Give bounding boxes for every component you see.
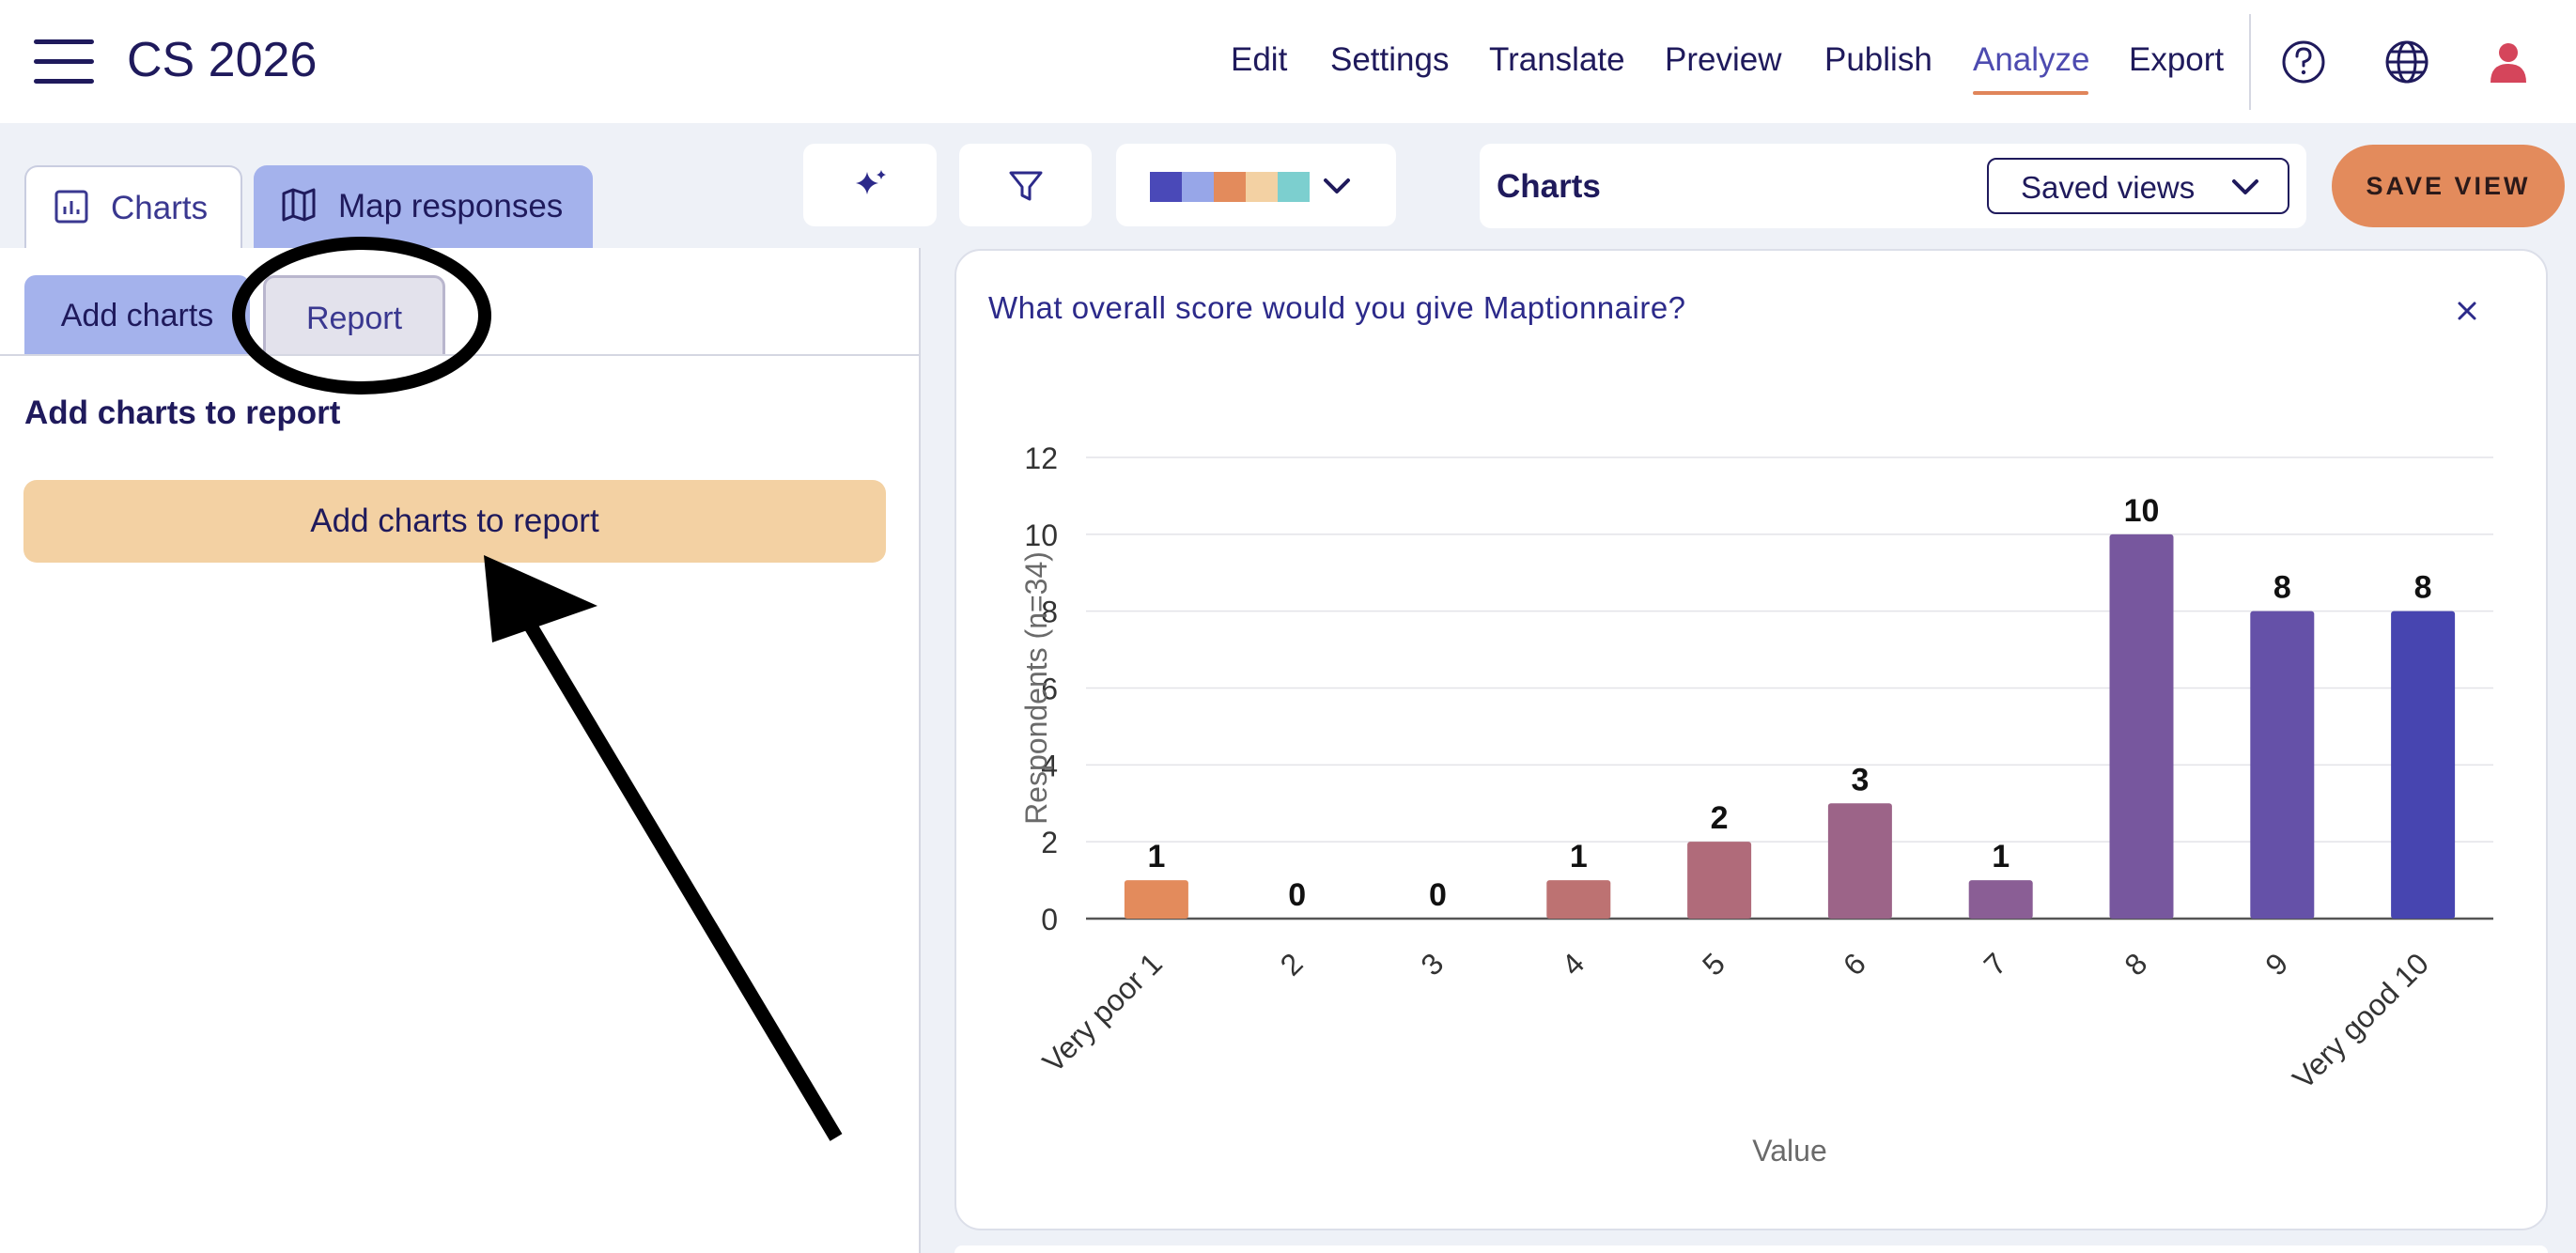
- palette-swatch: [1278, 172, 1310, 202]
- data-label: 10: [2124, 493, 2160, 529]
- charts-bar-title: Charts: [1497, 168, 1601, 205]
- user-icon[interactable]: [2480, 34, 2537, 90]
- subtab-add-charts-label: Add charts: [60, 298, 214, 333]
- bar: [1827, 803, 1892, 919]
- x-axis-label: Value: [1752, 1134, 1826, 1168]
- chevron-down-icon: [1324, 178, 1350, 193]
- nav-analyze[interactable]: Analyze: [1973, 41, 2090, 78]
- subtab-report-label: Report: [305, 301, 403, 336]
- ai-sparkle-button[interactable]: [803, 144, 937, 226]
- y-tick-label: 10: [1024, 518, 1058, 552]
- data-label: 2: [1711, 800, 1729, 836]
- data-label: 8: [2414, 570, 2432, 606]
- nav-edit[interactable]: Edit: [1231, 41, 1288, 78]
- data-label: 3: [1851, 762, 1869, 797]
- x-tick-label: 6: [1837, 946, 1872, 982]
- x-tick-label: 8: [2118, 946, 2153, 982]
- app-title: CS 2026: [127, 33, 318, 87]
- palette-swatches: [1150, 172, 1310, 202]
- x-tick-label: 2: [1274, 946, 1310, 982]
- y-tick-label: 0: [1041, 903, 1058, 936]
- subtab-underline: [0, 354, 919, 356]
- app-header: CS 2026 Edit Settings Translate Preview …: [0, 0, 2576, 123]
- nav-preview[interactable]: Preview: [1665, 41, 1782, 78]
- x-tick-label: 4: [1555, 946, 1591, 982]
- bar: [1968, 880, 2033, 919]
- tab-charts-label: Charts: [111, 190, 209, 226]
- y-axis-label: Respondents (n=34): [1019, 551, 1053, 825]
- y-tick-label: 4: [1041, 749, 1058, 782]
- subtab-report[interactable]: Report: [263, 275, 445, 354]
- menu-icon[interactable]: [34, 39, 94, 85]
- palette-swatch: [1182, 172, 1214, 202]
- nav-divider: [2249, 14, 2251, 110]
- data-label: 1: [1992, 839, 2010, 874]
- bar: [1687, 842, 1752, 919]
- y-tick-label: 8: [1041, 596, 1058, 629]
- bar: [1546, 880, 1611, 919]
- bar: [2250, 611, 2315, 919]
- chart-title: What overall score would you give Maptio…: [988, 290, 1686, 325]
- nav-publish[interactable]: Publish: [1824, 41, 1932, 78]
- chart-card: What overall score would you give Maptio…: [954, 249, 2548, 1230]
- close-icon[interactable]: [2448, 292, 2486, 330]
- nav-active-underline: [1973, 91, 2088, 95]
- saved-views-dropdown[interactable]: Saved views: [1987, 158, 2289, 214]
- data-label: 8: [2273, 570, 2291, 606]
- palette-swatch: [1246, 172, 1278, 202]
- globe-icon[interactable]: [2379, 34, 2435, 90]
- next-card-edge: [954, 1245, 2548, 1253]
- palette-swatch: [1214, 172, 1246, 202]
- bar: [1124, 880, 1188, 919]
- palette-swatch: [1150, 172, 1182, 202]
- map-icon: [280, 186, 318, 224]
- bar: [2391, 611, 2456, 919]
- charts-view-bar: Charts Saved views: [1480, 144, 2306, 228]
- add-charts-to-report-button[interactable]: Add charts to report: [23, 480, 886, 563]
- data-label: 1: [1570, 839, 1588, 874]
- tab-map-label: Map responses: [338, 188, 564, 224]
- panel-divider: [919, 248, 921, 1253]
- data-label: 0: [1288, 877, 1306, 913]
- nav-export[interactable]: Export: [2129, 41, 2225, 78]
- section-title: Add charts to report: [24, 394, 341, 431]
- x-tick-label: 3: [1414, 946, 1450, 982]
- y-tick-label: 6: [1041, 673, 1058, 706]
- tab-charts[interactable]: Charts: [24, 165, 242, 251]
- sparkle-icon: [856, 170, 886, 194]
- saved-views-label: Saved views: [2021, 170, 2196, 205]
- data-label: 1: [1147, 839, 1165, 874]
- bar-chart-icon: [53, 188, 90, 225]
- tab-map-responses[interactable]: Map responses: [254, 165, 593, 248]
- subtab-add-charts[interactable]: Add charts: [24, 275, 250, 354]
- bar: [2109, 534, 2174, 919]
- x-tick-label: 5: [1696, 946, 1731, 982]
- save-view-button[interactable]: SAVE VIEW: [2332, 145, 2565, 227]
- y-tick-label: 12: [1024, 441, 1058, 475]
- help-icon[interactable]: [2275, 34, 2332, 90]
- data-label: 0: [1429, 877, 1447, 913]
- nav-translate[interactable]: Translate: [1489, 41, 1625, 78]
- filter-button[interactable]: [959, 144, 1092, 226]
- chevron-down-icon: [2232, 179, 2258, 194]
- filter-icon: [1009, 171, 1043, 201]
- x-tick-label: Very good 10: [2286, 946, 2435, 1095]
- x-tick-label: Very poor 1: [1036, 946, 1169, 1078]
- y-tick-label: 2: [1041, 826, 1058, 859]
- color-palette-select[interactable]: [1116, 144, 1396, 226]
- x-tick-label: 7: [1978, 946, 2013, 982]
- x-tick-label: 9: [2258, 946, 2294, 982]
- nav-settings[interactable]: Settings: [1330, 41, 1450, 78]
